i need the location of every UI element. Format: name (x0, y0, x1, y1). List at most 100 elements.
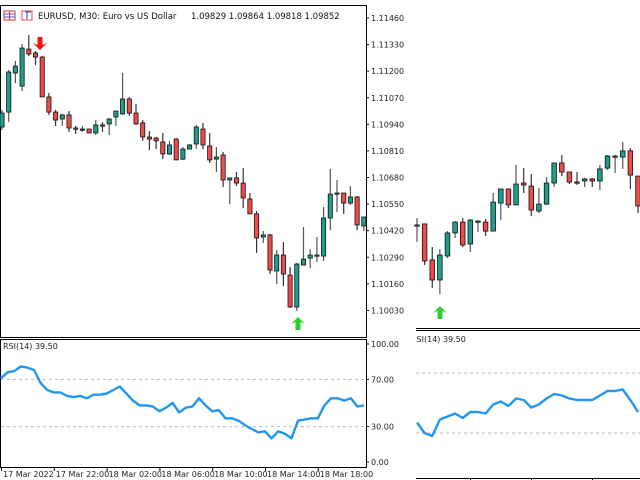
candle-body (334, 192, 340, 195)
candle (133, 104, 139, 125)
candle (635, 175, 640, 214)
price-label: 1.10420 (371, 227, 404, 236)
candle-body (39, 56, 45, 98)
rsi-axis[interactable]: 100.00 70.00 30.00 0.00 (366, 340, 399, 467)
candle-body (280, 254, 286, 275)
candle (200, 122, 206, 150)
candle (321, 206, 327, 261)
chart-symbol-title: EURUSD, M30: Euro vs US Dollar (38, 12, 177, 22)
candle (467, 219, 474, 252)
candle (66, 111, 72, 132)
main-price-pane[interactable] (0, 5, 367, 338)
candle (180, 147, 186, 160)
candle-body (314, 254, 320, 257)
candle (86, 128, 92, 134)
candle-body (267, 234, 273, 271)
candle (543, 177, 550, 205)
candle (280, 241, 286, 287)
price-label: 1.10290 (371, 253, 404, 262)
candle-body (467, 219, 474, 245)
candle-body (46, 96, 52, 113)
time-axis[interactable]: 17 Mar 2022 17 Mar 22:00 18 Mar 02:00 18 Ma… (1, 467, 374, 479)
candle-body (294, 263, 300, 308)
candle (173, 138, 179, 161)
buy-arrow-up-icon (433, 306, 447, 319)
candle-body (490, 201, 496, 232)
time-label: 18 Mar 18:00 (320, 470, 373, 479)
candle-body (635, 175, 640, 207)
candle-body (93, 124, 99, 134)
candle (566, 171, 573, 185)
rsi-pane[interactable] (0, 339, 367, 468)
candle-body (227, 177, 233, 181)
candle-body (260, 234, 266, 238)
time-label: 18 Mar 06:00 (161, 470, 214, 479)
candle (574, 171, 580, 186)
candle-body (33, 52, 39, 58)
one-click-trading-icon[interactable] (21, 10, 33, 21)
price-label: 1.10940 (371, 120, 404, 129)
candle (193, 124, 199, 150)
candle-body (0, 112, 5, 128)
candle (520, 168, 527, 194)
candle-body (126, 98, 132, 114)
candle-body (66, 114, 72, 129)
candle-body (421, 223, 428, 262)
candle (79, 125, 85, 132)
candle (314, 237, 320, 262)
candle (153, 137, 159, 150)
candle-body (173, 138, 179, 161)
candle (612, 155, 618, 174)
candle (267, 233, 273, 275)
candle (260, 231, 266, 243)
candle-body (220, 154, 226, 181)
buy-arrow-up-icon (291, 317, 305, 330)
candle-body (566, 171, 573, 183)
candle-body (73, 127, 79, 130)
candle (551, 162, 557, 187)
candle-body (482, 221, 489, 232)
price-label: 1.11330 (371, 41, 404, 50)
candle (274, 250, 280, 285)
candle-body (520, 182, 527, 186)
candle (505, 188, 512, 208)
candle-body (498, 188, 504, 204)
candle (53, 110, 59, 126)
price-label: 1.10680 (371, 174, 404, 183)
candle-body (100, 124, 106, 127)
candle-body (528, 185, 534, 211)
candle (207, 132, 213, 163)
candle-body (414, 224, 420, 227)
candle-body (460, 221, 466, 246)
candle (287, 267, 293, 308)
price-axis[interactable]: 1.11460 1.11330 1.11200 1.11070 1.10940 1.108… (366, 14, 404, 315)
candle-body (437, 254, 443, 281)
time-label: 17 Mar 22:00 (56, 470, 109, 479)
candle (46, 93, 52, 115)
candle (100, 122, 106, 132)
candle (627, 148, 634, 189)
candle-body (133, 112, 139, 125)
candle-body (627, 150, 634, 176)
rsi-axis-label: 70.00 (371, 375, 394, 384)
candle (6, 69, 12, 123)
candle (166, 140, 172, 156)
candle-body (166, 144, 172, 155)
candle (414, 217, 420, 242)
candle (513, 165, 519, 206)
candle (421, 223, 428, 266)
ohlc-readout: 1.09829 1.09864 1.09818 1.09852 (191, 12, 340, 22)
candle-body (207, 145, 213, 161)
candle-body (254, 213, 260, 239)
candle-body (287, 274, 293, 308)
candle-body (120, 98, 126, 115)
time-label: 18 Mar 14:00 (267, 470, 320, 479)
candle-body (53, 111, 59, 121)
sell-arrow-down-icon (33, 37, 47, 50)
candle (0, 110, 5, 131)
candle (220, 151, 226, 187)
candle-body (59, 114, 65, 120)
candle-body (475, 220, 481, 223)
chart-menu-icon[interactable] (3, 10, 16, 21)
